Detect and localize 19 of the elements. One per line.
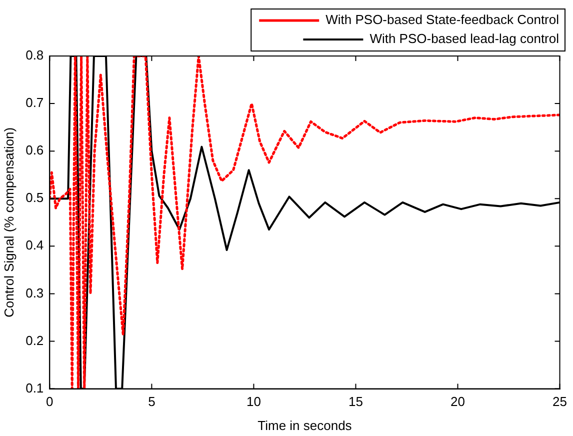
x-tick-label: 10 bbox=[246, 394, 261, 410]
x-tick-label: 5 bbox=[148, 394, 156, 410]
y-tick-label: 0.2 bbox=[26, 332, 44, 348]
x-tick-label: 20 bbox=[450, 394, 465, 410]
y-axis-title: Control Signal (% compensation) bbox=[1, 127, 16, 318]
legend-label: With PSO-based State-feedback Control bbox=[326, 12, 560, 28]
y-tick-label: 0.4 bbox=[26, 238, 44, 253]
y-tick-label: 0.7 bbox=[26, 95, 44, 110]
legend-label: With PSO-based lead-lag control bbox=[370, 31, 560, 46]
x-tick-label: 25 bbox=[552, 394, 568, 410]
y-tick-label: 0.3 bbox=[26, 285, 44, 300]
y-tick-label: 0.5 bbox=[26, 190, 44, 206]
line-series bbox=[50, 56, 560, 389]
y-tick-label: 0.6 bbox=[26, 142, 44, 158]
x-tick-label: 15 bbox=[348, 394, 363, 410]
y-tick-label: 0.1 bbox=[26, 380, 44, 396]
y-tick-label: 0.8 bbox=[26, 48, 44, 63]
x-axis-title: Time in seconds bbox=[258, 418, 352, 433]
x-tick-label: 0 bbox=[46, 394, 54, 410]
